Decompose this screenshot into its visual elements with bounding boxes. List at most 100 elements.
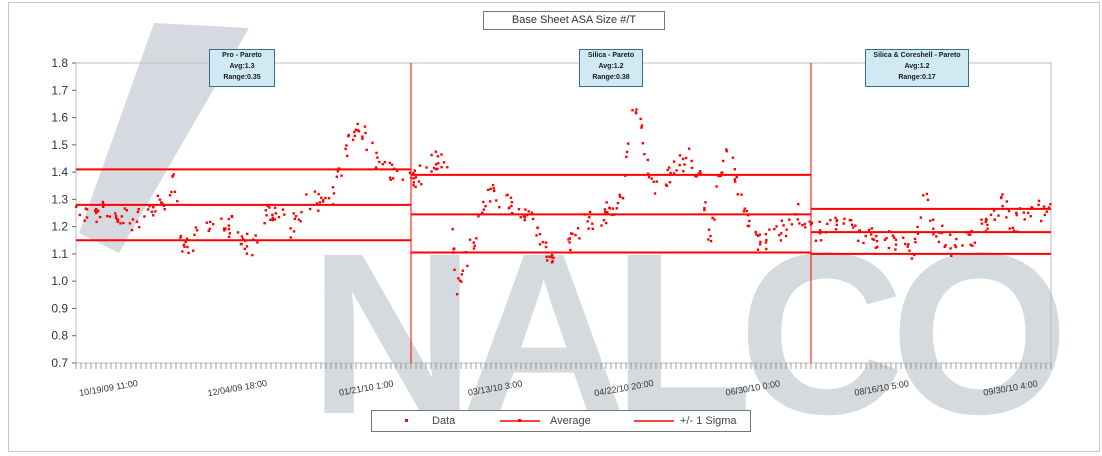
data-point: [548, 255, 551, 258]
data-point: [93, 209, 97, 212]
data-point: [835, 219, 838, 223]
data-point: [434, 163, 438, 166]
data-point: [489, 187, 492, 190]
data-point: [473, 244, 476, 247]
data-point: [1027, 211, 1030, 215]
data-point: [885, 237, 888, 240]
data-point: [116, 220, 119, 223]
data-point: [616, 201, 620, 205]
data-point: [784, 234, 788, 238]
data-point: [684, 156, 688, 160]
data-point: [818, 220, 821, 223]
data-point: [417, 180, 421, 183]
data-point: [227, 217, 230, 221]
data-point: [320, 196, 323, 199]
data-point: [389, 178, 392, 181]
data-point: [207, 229, 210, 233]
data-point: [322, 199, 325, 202]
data-point: [146, 208, 150, 211]
data-point: [874, 246, 877, 249]
data-point: [796, 218, 799, 221]
data-point: [829, 218, 832, 222]
data-point: [916, 232, 920, 235]
data-point: [239, 242, 243, 246]
data-point: [672, 172, 676, 175]
data-point: [374, 166, 378, 169]
data-point: [492, 187, 495, 190]
x-tick-label: 10/19/09 11:00: [78, 378, 138, 398]
data-point: [150, 210, 154, 213]
data-point: [835, 223, 838, 226]
data-point: [158, 198, 162, 201]
data-point: [511, 212, 514, 215]
data-point: [1015, 211, 1018, 214]
data-point: [414, 185, 417, 189]
data-point: [294, 215, 298, 218]
data-point: [618, 193, 621, 196]
segment-1-label: Pro - Pareto: [222, 52, 262, 59]
segment-3-range-label: Range:0.17: [898, 74, 936, 81]
data-point: [906, 245, 909, 248]
data-point: [887, 246, 891, 250]
data-point: [650, 177, 653, 180]
data-point: [525, 213, 529, 217]
data-point: [809, 223, 813, 226]
data-point: [868, 228, 871, 231]
data-point: [613, 213, 616, 216]
data-point: [440, 166, 443, 169]
segment-2-range-label: Range:0.38: [592, 74, 630, 81]
data-point: [1008, 227, 1011, 230]
data-point: [1005, 200, 1009, 203]
data-point: [371, 141, 374, 145]
data-point: [734, 180, 737, 183]
data-point: [872, 238, 876, 241]
data-point: [641, 142, 644, 145]
data-point: [223, 227, 226, 230]
data-point: [475, 237, 478, 240]
data-point: [914, 241, 917, 244]
data-point: [388, 161, 392, 165]
data-point: [277, 215, 281, 219]
data-point: [971, 244, 974, 247]
data-point: [273, 206, 277, 209]
data-point: [858, 229, 861, 232]
data-point: [114, 212, 117, 215]
data-point: [992, 209, 996, 212]
data-point: [949, 233, 952, 236]
data-point: [735, 176, 738, 179]
data-point: [683, 163, 686, 166]
data-point: [357, 130, 361, 133]
data-point: [1023, 218, 1026, 221]
data-point: [672, 160, 676, 163]
data-point: [187, 251, 190, 255]
data-point: [625, 150, 629, 154]
data-point: [130, 228, 134, 232]
data-point: [376, 156, 379, 159]
segment-3-average-label: Avg:1.2: [904, 63, 930, 70]
data-point: [954, 245, 958, 249]
legend-data-label: Data: [432, 415, 456, 427]
data-point: [695, 175, 699, 178]
data-point: [230, 214, 233, 218]
data-point: [1037, 199, 1041, 203]
data-point: [941, 224, 944, 227]
data-point: [375, 151, 378, 155]
data-point: [814, 239, 818, 242]
data-point: [114, 216, 118, 220]
data-point: [731, 156, 735, 159]
data-point: [950, 254, 953, 257]
data-point: [508, 206, 511, 209]
data-point: [819, 229, 822, 232]
data-point: [183, 245, 186, 248]
data-point: [305, 193, 308, 196]
data-point: [184, 240, 187, 244]
data-point: [1043, 213, 1046, 217]
data-point: [163, 208, 166, 211]
data-point: [888, 230, 891, 233]
data-point: [925, 192, 929, 196]
data-point: [808, 220, 811, 223]
data-point: [568, 241, 571, 244]
data-point: [1019, 207, 1022, 210]
data-point: [137, 208, 140, 211]
data-point: [388, 176, 392, 179]
